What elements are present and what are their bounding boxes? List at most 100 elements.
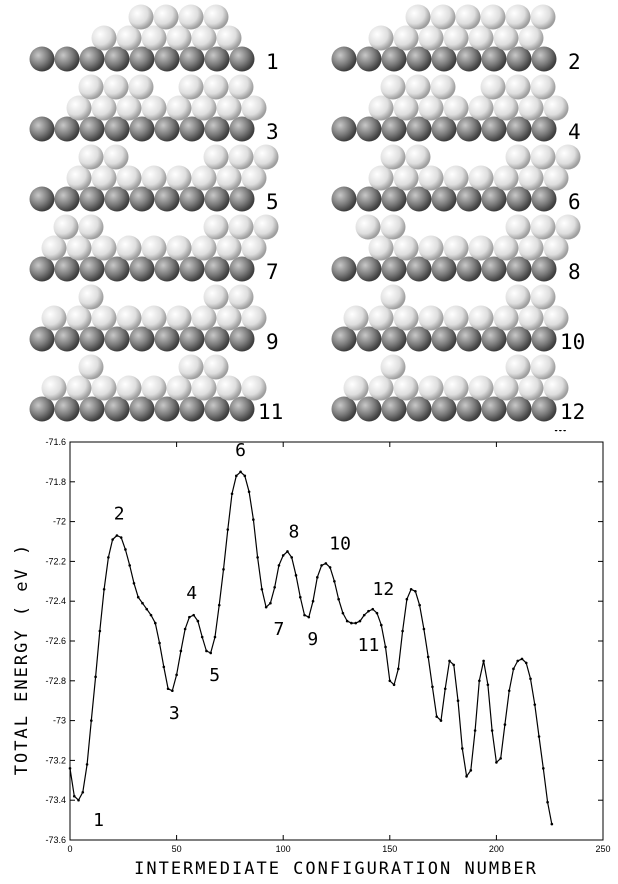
- atom-structure: [29, 354, 267, 422]
- substrate-atom: [204, 326, 230, 352]
- data-point: [252, 518, 255, 521]
- adatom: [505, 214, 531, 240]
- data-point: [337, 597, 340, 601]
- adatom: [116, 25, 142, 51]
- adatom: [543, 235, 569, 261]
- adatom: [191, 95, 217, 121]
- adatom: [518, 235, 544, 261]
- atom-structure: [331, 214, 581, 282]
- data-point: [520, 657, 524, 661]
- adatom: [518, 165, 544, 191]
- adatom: [191, 375, 217, 401]
- substrate-atom: [431, 116, 457, 142]
- substrate-atom: [29, 326, 55, 352]
- adatom: [178, 4, 204, 30]
- substrate-atom: [229, 326, 255, 352]
- config-number: 1: [266, 50, 279, 74]
- adatom: [555, 144, 581, 170]
- data-point: [311, 599, 315, 603]
- data-point: [153, 621, 157, 625]
- substrate-atom: [179, 186, 205, 212]
- substrate-atom: [431, 46, 457, 72]
- y-tick-label: -73.4: [45, 795, 66, 805]
- adatom: [343, 375, 369, 401]
- data-point: [175, 673, 178, 677]
- substrate-atom: [456, 116, 482, 142]
- data-point: [264, 605, 268, 609]
- adatom: [480, 4, 506, 30]
- adatom: [66, 95, 92, 121]
- adatom: [443, 95, 469, 121]
- substrate-atom: [331, 256, 357, 282]
- substrate-atom: [431, 326, 457, 352]
- y-tick-label: -72.4: [45, 596, 66, 606]
- substrate-atom: [506, 326, 532, 352]
- adatom: [405, 4, 431, 30]
- adatom: [166, 95, 192, 121]
- adatom: [468, 305, 494, 331]
- config-number: 12: [560, 400, 586, 424]
- atom-structure: [331, 74, 569, 142]
- substrate-atom: [204, 186, 230, 212]
- adatom: [468, 95, 494, 121]
- annotation-label: 9: [307, 629, 318, 650]
- data-point: [409, 587, 413, 591]
- substrate-atom: [531, 186, 557, 212]
- data-point: [239, 470, 242, 474]
- substrate-atom: [431, 186, 457, 212]
- substrate-atom: [229, 256, 255, 282]
- data-point: [345, 619, 349, 623]
- adatom: [78, 144, 104, 170]
- adatom: [91, 25, 117, 51]
- substrate-atom: [481, 116, 507, 142]
- data-point: [460, 747, 464, 750]
- data-point: [98, 629, 102, 633]
- data-point: [328, 566, 332, 569]
- substrate-atom: [129, 46, 155, 72]
- tick-labels: 0 50 100 150 200 250 -73.6 -73.4 -73.2 -73 -72.8 -7…: [45, 437, 610, 854]
- substrate-atom: [204, 46, 230, 72]
- adatom: [393, 95, 419, 121]
- energy-chart: 0 50 100 150 200 250 -73.6 -73.4 -73.2 -73 -72.8 -7…: [12, 430, 611, 879]
- y-tick-label: -72: [53, 517, 66, 527]
- substrate-atom: [406, 186, 432, 212]
- substrate-atom: [79, 256, 105, 282]
- substrate-atom: [531, 396, 557, 422]
- adatom: [443, 375, 469, 401]
- substrate-atom: [154, 46, 180, 72]
- adatom: [430, 4, 456, 30]
- adatom: [203, 354, 229, 380]
- data-point: [188, 615, 191, 619]
- config-number: 9: [266, 330, 279, 354]
- data-point: [136, 595, 140, 599]
- substrate-atom: [104, 186, 130, 212]
- data-point: [166, 687, 170, 691]
- data-point: [452, 663, 456, 667]
- data-point: [512, 667, 515, 671]
- adatom: [228, 284, 254, 310]
- substrate-atom: [54, 186, 80, 212]
- data-point: [81, 790, 85, 794]
- data-point: [392, 683, 396, 687]
- substrate-atom: [506, 46, 532, 72]
- substrate-atom: [229, 396, 255, 422]
- data-point: [405, 597, 409, 601]
- adatom: [178, 354, 204, 380]
- adatom: [555, 214, 581, 240]
- substrate-atom: [531, 326, 557, 352]
- data-point: [554, 430, 558, 432]
- adatom: [78, 214, 104, 240]
- x-tick-label: 250: [595, 844, 610, 854]
- substrate-atom: [29, 256, 55, 282]
- substrate-atom: [154, 186, 180, 212]
- data-point: [320, 564, 323, 567]
- data-point: [524, 661, 528, 665]
- adatom: [66, 165, 92, 191]
- adatom: [141, 25, 167, 51]
- data-point: [563, 430, 566, 432]
- adatom: [41, 305, 67, 331]
- data-point: [281, 554, 285, 557]
- adatom: [141, 305, 167, 331]
- data-point: [443, 687, 447, 691]
- data-point: [298, 595, 302, 599]
